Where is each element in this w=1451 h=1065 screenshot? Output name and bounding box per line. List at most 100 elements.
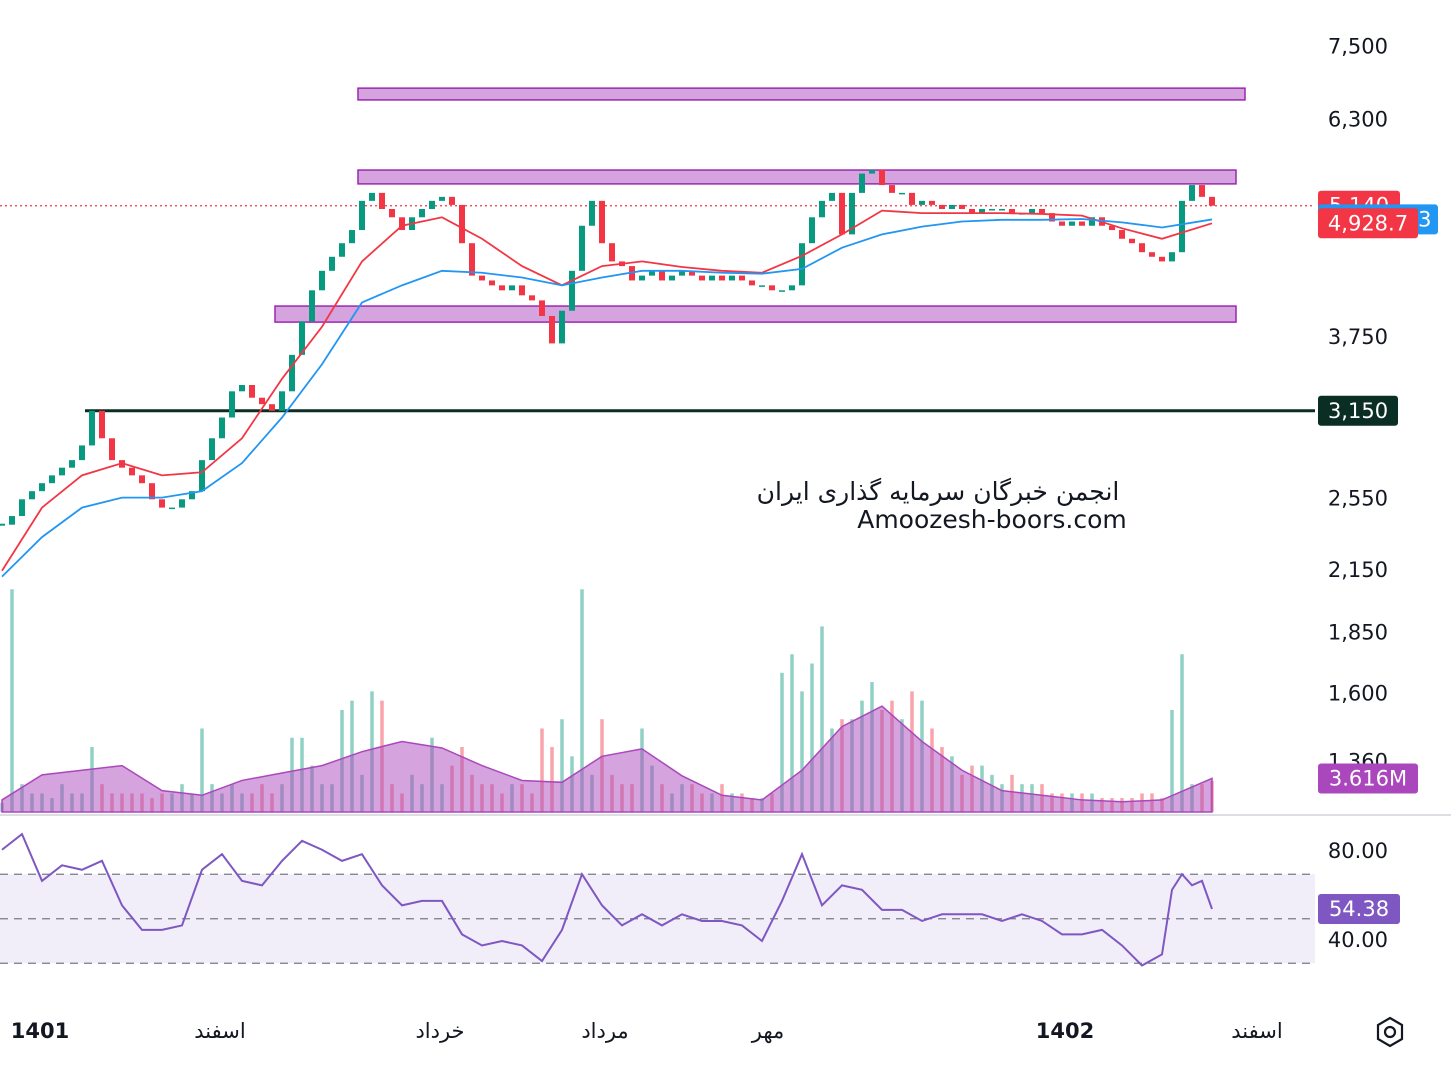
candle [599,200,605,244]
candle [1109,225,1115,231]
candle [9,516,15,525]
volume-bar [790,654,794,812]
volume-bar [820,626,824,812]
candle [139,475,145,484]
price-pane [0,87,1315,813]
candle [329,256,335,271]
candle [739,275,745,281]
candle [559,310,565,344]
candle [229,391,235,418]
candle [699,275,705,281]
candle [129,467,135,476]
candle [239,385,245,392]
candle [709,275,715,281]
volume-bar [1170,709,1174,812]
candle [779,290,785,292]
volume-average [1,705,1213,813]
candle [309,290,315,322]
zone [357,87,1246,101]
candle [49,475,55,484]
price-label-box [1318,395,1398,426]
candle [499,285,505,291]
candle [419,208,425,218]
rsi-tick-label: 80.00 [1328,839,1388,863]
watermark: انجمن خبرگان سرمایه گذاری ایران [757,477,1120,506]
settings-icon[interactable] [1376,1016,1404,1048]
candle [719,275,725,281]
candle [319,270,325,291]
candle [949,204,955,209]
volume-bar [810,663,814,812]
candle [1089,217,1095,226]
candle [1209,196,1215,206]
candle [509,285,515,291]
candle [669,275,675,281]
candle [339,243,345,257]
candle [359,200,365,231]
y-tick-label: 7,500 [1328,34,1388,58]
candle [1129,238,1135,244]
candle [609,243,615,262]
candle [369,192,375,201]
candle [299,321,305,355]
candle [1179,200,1185,253]
candle [519,285,525,296]
watermark: Amoozesh-boors.com [857,505,1127,534]
candle [189,491,195,500]
candle [39,483,45,492]
candle [939,204,945,209]
candle [839,192,845,235]
candle [879,169,885,186]
candle [589,200,595,226]
y-tick-label: 6,300 [1328,107,1388,131]
candle [169,507,175,510]
candle [269,404,275,411]
x-tick-label: خرداد [415,1019,464,1043]
candle [179,499,185,508]
candle [1069,221,1075,226]
volume-bar [550,747,554,812]
candle [679,270,685,276]
candle [199,460,205,492]
rsi-label: 54.38 [1329,897,1389,921]
candle [159,499,165,508]
candle [1059,221,1065,226]
candle [1039,208,1045,214]
candle [399,217,405,231]
candle [549,316,555,344]
candle [769,285,775,291]
candle [909,192,915,205]
candle [1119,230,1125,239]
price-label-box [1318,763,1418,794]
volume-bar [780,672,784,812]
y-tick-label: 1,850 [1328,621,1388,645]
x-tick-label: مهر [751,1019,785,1043]
candle [1159,256,1165,262]
zone [357,169,1237,185]
candle [959,204,965,209]
candle [899,192,905,195]
candle [1139,243,1145,253]
candle [1169,252,1175,262]
candle [209,438,215,461]
candle [689,270,695,276]
x-tick-label: 1402 [1036,1019,1094,1043]
candle [989,208,995,211]
candle [999,208,1005,211]
candle [449,196,455,205]
volume-bar [200,728,204,812]
candle [749,280,755,286]
candle [639,275,645,281]
candle [979,208,985,214]
volume-bar [540,728,544,812]
x-tick-label: 1401 [11,1019,69,1043]
candle [1029,208,1035,214]
volume-bar [560,719,564,812]
candle [259,397,265,405]
candle [919,200,925,205]
candle [759,285,765,287]
moving-average [1,209,1213,572]
price-label-box [1318,208,1418,239]
candle [569,270,575,311]
y-tick-label: 2,550 [1328,486,1388,510]
